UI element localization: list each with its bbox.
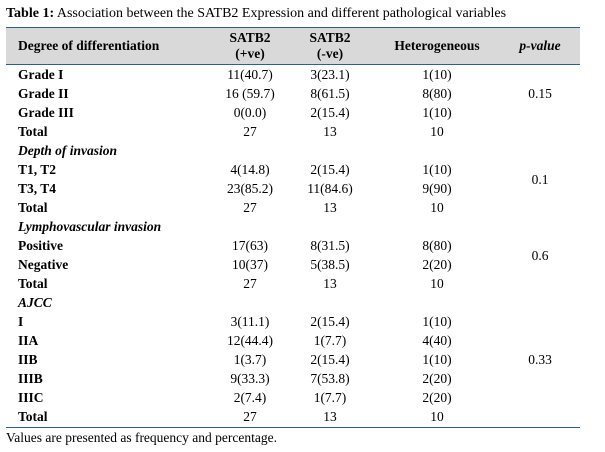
row-label: I <box>18 314 24 329</box>
row-label: Grade III <box>18 105 74 120</box>
cell: 2(20) <box>422 257 452 272</box>
row-label: Total <box>18 276 48 291</box>
cell: 8(80) <box>422 86 452 101</box>
cell: 2(20) <box>422 390 452 405</box>
footnote: Values are presented as frequency and pe… <box>6 430 277 445</box>
header-cell: SATB2 <box>229 30 271 45</box>
header-cell: (+ve) <box>235 46 265 61</box>
cell: 2(15.4) <box>310 105 350 120</box>
cell: 27 <box>243 409 257 424</box>
cell: 16 (59.7) <box>225 86 275 101</box>
cell: 1(3.7) <box>233 352 267 367</box>
row-label: Total <box>18 200 48 215</box>
cell: 9(90) <box>422 181 452 196</box>
cell: 1(10) <box>422 162 452 177</box>
rule <box>6 427 580 428</box>
cell: 12(44.4) <box>226 333 274 348</box>
p-value: 0.6 <box>531 247 549 263</box>
cell: 9(33.3) <box>230 371 270 386</box>
row-label: Total <box>18 124 48 139</box>
header-band <box>6 28 580 64</box>
cell: 10(37) <box>232 257 268 272</box>
header-cell: Heterogeneous <box>394 38 480 53</box>
cell: 13 <box>323 409 337 424</box>
row-label: IIIB <box>18 371 43 386</box>
cell: 10 <box>430 276 444 291</box>
cell: 11(40.7) <box>227 67 273 82</box>
cell: 2(15.4) <box>310 162 350 177</box>
cell: 27 <box>243 124 257 139</box>
cell: 8(61.5) <box>310 86 350 101</box>
p-value: 0.1 <box>531 171 549 187</box>
row-label: Total <box>18 409 48 424</box>
row-label: Grade I <box>18 67 64 82</box>
cell: 11(84.6) <box>307 181 353 196</box>
cell: 13 <box>323 200 337 215</box>
row-label: Grade II <box>18 86 69 101</box>
cell: 10 <box>430 124 444 139</box>
p-value: 0.15 <box>528 86 552 101</box>
cell: 8(31.5) <box>310 238 350 253</box>
header-cell: (-ve) <box>316 46 344 61</box>
cell: 13 <box>323 276 337 291</box>
cell: 0(0.0) <box>233 105 267 120</box>
cell: 2(7.4) <box>233 390 267 405</box>
row-label: IIIC <box>18 390 44 405</box>
caption-text: Association between the SATB2 Expression… <box>56 6 507 21</box>
section-heading: Depth of invasion <box>18 143 118 158</box>
cell: 2(20) <box>422 371 452 386</box>
section-heading: Lymphovascular invasion <box>18 219 162 234</box>
cell: 2(15.4) <box>310 352 350 367</box>
cell: 27 <box>243 200 257 215</box>
rule <box>6 27 580 28</box>
header-cell: Degree of differentiation <box>18 38 160 53</box>
rule <box>6 64 580 65</box>
header-cell: SATB2 <box>309 30 351 45</box>
section-heading: AJCC <box>18 295 52 310</box>
cell: 13 <box>323 124 337 139</box>
cell: 4(40) <box>422 333 452 348</box>
row-label: T3, T4 <box>18 181 57 196</box>
header-cell: p-value <box>519 38 561 53</box>
row-label: IIA <box>18 333 39 348</box>
caption: Table 1: Association between the SATB2 E… <box>6 6 506 22</box>
cell: 4(14.8) <box>230 162 270 177</box>
cell: 2(15.4) <box>310 314 350 329</box>
row-label: Positive <box>18 238 63 253</box>
row-label: IIB <box>18 352 38 367</box>
cell: 1(10) <box>422 314 452 329</box>
cell: 3(11.1) <box>230 314 270 329</box>
caption-label: Table 1: <box>6 6 55 21</box>
cell: 10 <box>430 409 444 424</box>
cell: 7(53.8) <box>310 371 350 386</box>
cell: 17(63) <box>232 238 268 253</box>
cell: 1(10) <box>422 105 452 120</box>
row-label: T1, T2 <box>18 162 57 177</box>
row-label: Negative <box>18 257 69 272</box>
cell: 1(10) <box>422 67 452 82</box>
p-value: 0.33 <box>528 352 552 367</box>
cell: 23(85.2) <box>226 181 274 196</box>
cell: 8(80) <box>422 238 452 253</box>
cell: 5(38.5) <box>310 257 350 272</box>
cell: 1(7.7) <box>313 390 347 405</box>
cell: 1(7.7) <box>313 333 347 348</box>
cell: 27 <box>243 276 257 291</box>
cell: 1(10) <box>422 352 452 367</box>
cell: 3(23.1) <box>310 67 350 82</box>
cell: 10 <box>430 200 444 215</box>
